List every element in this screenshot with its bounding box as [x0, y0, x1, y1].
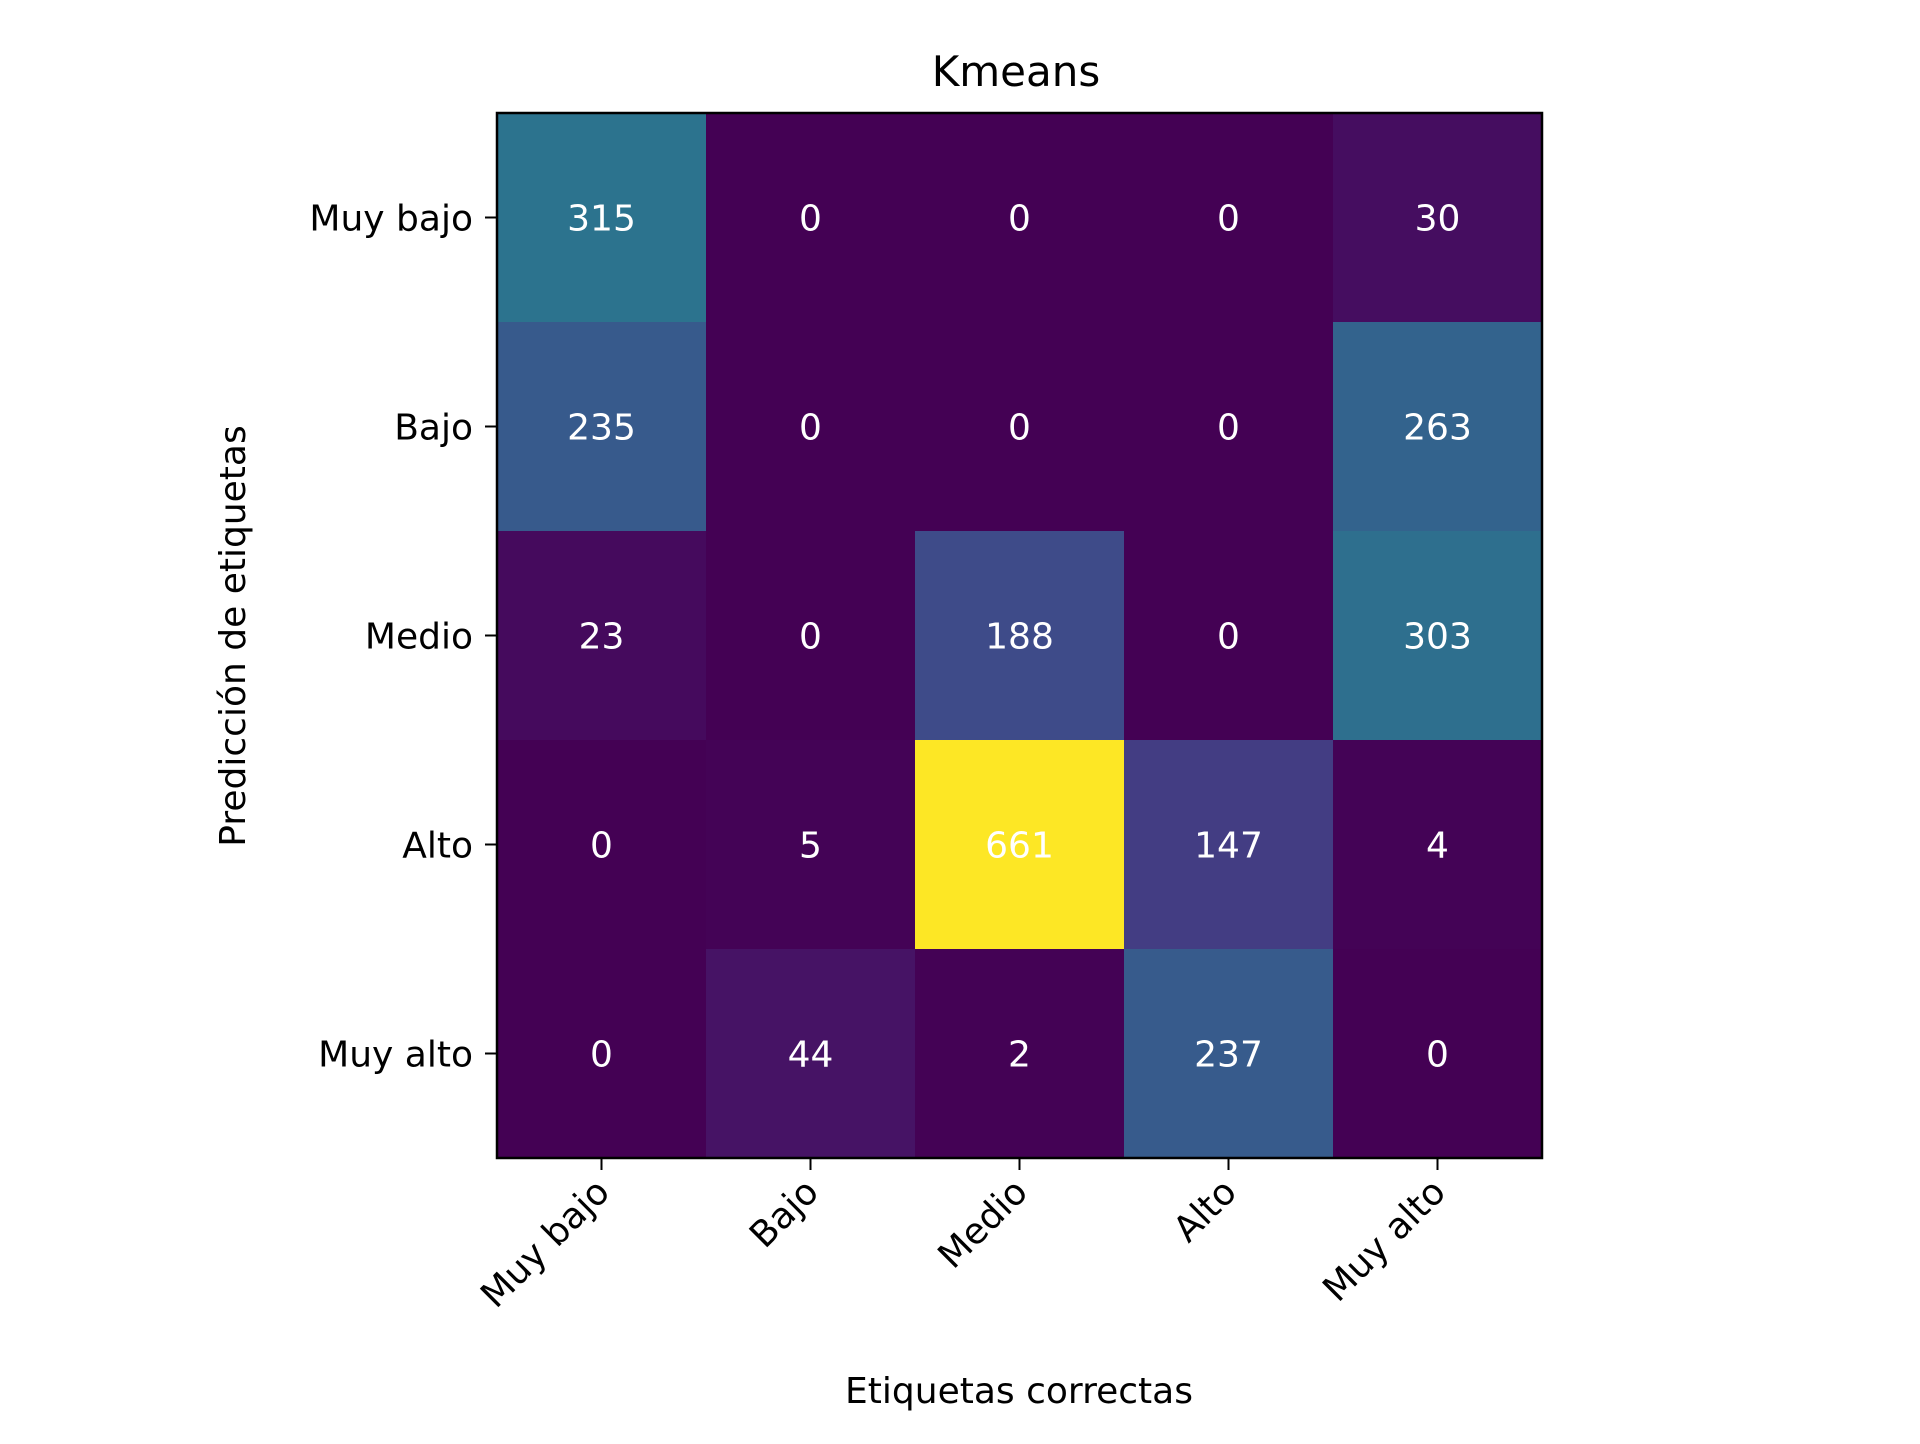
heatmap-cell — [1124, 322, 1334, 532]
heatmap-cell — [497, 740, 707, 950]
heatmap-cells — [497, 113, 1543, 1159]
cell-value-label: 2 — [1008, 1035, 1031, 1076]
y-axis-label: Predicción de etiquetas — [213, 425, 254, 846]
cell-value-label: 0 — [1008, 408, 1031, 449]
y-tick-label: Bajo — [394, 408, 473, 449]
heatmap-cell — [1124, 740, 1334, 950]
cell-value-label: 237 — [1194, 1035, 1263, 1076]
cell-value-label: 147 — [1194, 826, 1263, 867]
cell-value-label: 263 — [1403, 408, 1472, 449]
heatmap-cell — [1333, 740, 1543, 950]
heatmap-cell — [1333, 531, 1543, 741]
cell-annotations: 315 0 0 0 30 235 0 0 0 263 23 0 188 0 303 0 5 661 147 4 0 44 2… — [567, 199, 1472, 1076]
cell-value-label: 315 — [567, 199, 636, 240]
cell-value-label: 4 — [1426, 826, 1449, 867]
cell-value-label: 661 — [985, 826, 1054, 867]
heatmap-cell — [915, 531, 1125, 741]
heatmap-cell — [1124, 949, 1334, 1159]
heatmap-cell — [1333, 113, 1543, 323]
cell-value-label: 44 — [788, 1035, 834, 1076]
heatmap-cell — [1333, 322, 1543, 532]
cell-value-label: 5 — [799, 826, 822, 867]
cell-value-label: 30 — [1415, 199, 1461, 240]
heatmap-cell — [706, 322, 916, 532]
cell-value-label: 188 — [985, 617, 1054, 658]
cell-value-label: 0 — [1217, 199, 1240, 240]
cell-value-label: 0 — [799, 199, 822, 240]
heatmap-cell — [915, 740, 1125, 950]
cell-value-label: 0 — [1217, 408, 1240, 449]
cell-value-label: 0 — [1008, 199, 1031, 240]
cell-value-label: 235 — [567, 408, 636, 449]
cell-value-label: 0 — [799, 617, 822, 658]
heatmap-cell — [497, 322, 707, 532]
y-tick-label: Alto — [402, 826, 473, 867]
y-tick-label: Medio — [365, 617, 473, 658]
y-axis-ticks: Muy bajo Bajo Medio Alto Muy alto — [309, 199, 497, 1076]
heatmap-cell — [1124, 113, 1334, 323]
heatmap-cell — [497, 531, 707, 741]
cell-value-label: 303 — [1403, 617, 1472, 658]
heatmap-cell — [1124, 531, 1334, 741]
chart-title: Kmeans — [932, 47, 1101, 96]
cell-value-label: 23 — [579, 617, 625, 658]
y-tick-label: Muy alto — [318, 1035, 473, 1076]
heatmap-cell — [915, 113, 1125, 323]
heatmap-cell — [497, 949, 707, 1159]
heatmap-cell — [497, 113, 707, 323]
cell-value-label: 0 — [590, 1035, 613, 1076]
heatmap-cell — [706, 740, 916, 950]
cell-value-label: 0 — [799, 408, 822, 449]
cell-value-label: 0 — [590, 826, 613, 867]
x-axis-label: Etiquetas correctas — [845, 1371, 1193, 1412]
heatmap-cell — [706, 949, 916, 1159]
cell-value-label: 0 — [1426, 1035, 1449, 1076]
y-tick-label: Muy bajo — [309, 199, 473, 240]
cell-value-label: 0 — [1217, 617, 1240, 658]
heatmap-cell — [706, 531, 916, 741]
heatmap-cell — [1333, 949, 1543, 1159]
heatmap-cell — [706, 113, 916, 323]
heatmap-cell — [915, 322, 1125, 532]
heatmap-cell — [915, 949, 1125, 1159]
